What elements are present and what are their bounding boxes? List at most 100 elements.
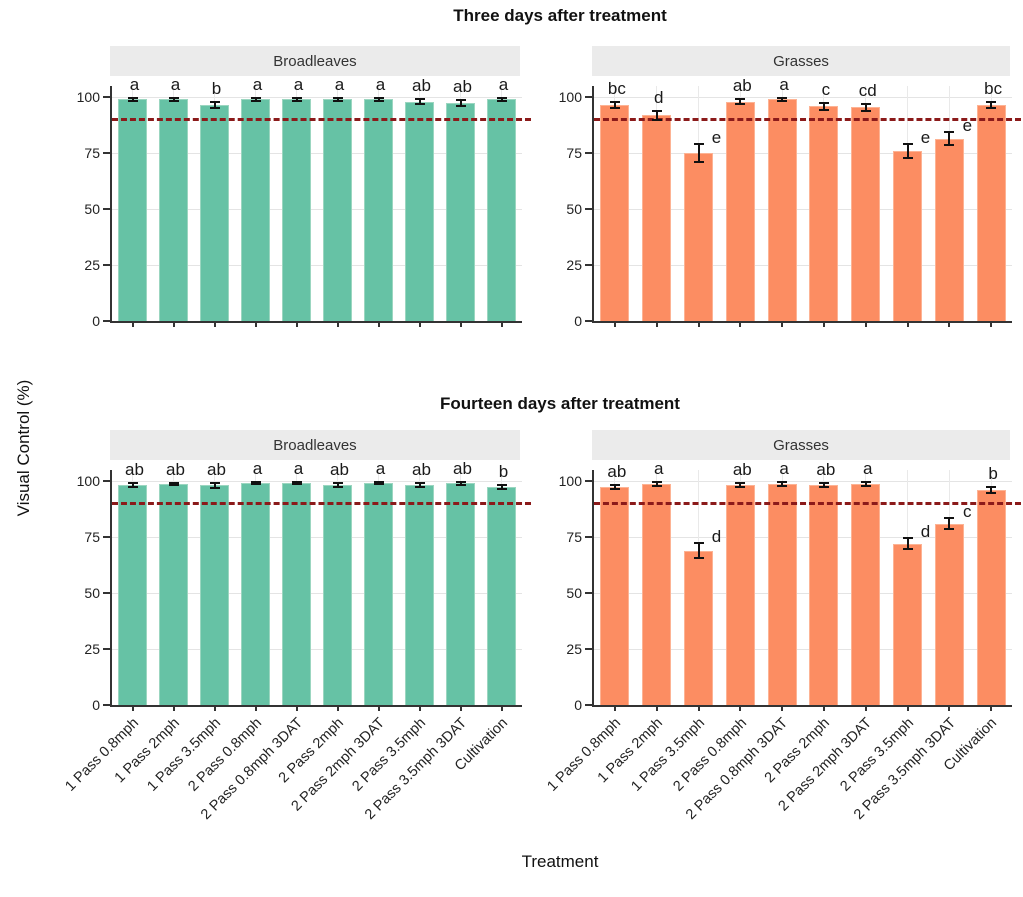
x-axis-tick [254, 321, 257, 327]
grid-line-horizontal [112, 536, 522, 538]
significance-letter: ab [166, 459, 185, 479]
error-bar-cap [209, 482, 220, 485]
x-axis-tick [500, 705, 503, 711]
error-bar-cap [414, 97, 425, 100]
error-bar-cap [455, 480, 466, 483]
error-bar [906, 538, 909, 550]
bar [934, 138, 964, 321]
x-axis-tick [948, 705, 951, 711]
error-bar-cap [609, 107, 620, 110]
y-tick-label: 100 [76, 89, 100, 106]
error-bar-cap [250, 96, 261, 99]
bar [976, 490, 1006, 705]
error-bar-cap [373, 481, 384, 484]
y-axis-tick [103, 152, 110, 155]
y-axis-tick [103, 264, 110, 267]
x-tick-label: 2 Pass 0.8mph [185, 715, 265, 795]
y-tick-label: 0 [92, 697, 100, 713]
y-tick-label: 25 [84, 641, 100, 658]
significance-letter: ab [732, 459, 752, 479]
grid-line-horizontal [594, 96, 1012, 98]
grid-line-horizontal [594, 264, 1012, 266]
error-bar [172, 482, 175, 486]
plot-panel: 0 25 50 75 100 ab 1 Pass 0.8mph a 1 Pass 2mph d 1 … [545, 459, 1021, 823]
bar [364, 483, 393, 705]
bar [851, 484, 881, 705]
error-bar-cap [818, 486, 829, 489]
x-tick-label: 1 Pass 3.5mph [144, 715, 224, 795]
x-axis-tick [377, 705, 380, 711]
error-bar [739, 99, 742, 105]
grid-line-horizontal [112, 208, 522, 210]
error-bar [213, 483, 216, 488]
y-tick-label: 75 [84, 145, 100, 162]
bar [446, 102, 475, 321]
error-bar [822, 102, 825, 110]
y-tick-label: 100 [558, 473, 582, 490]
x-axis-tick [131, 321, 134, 327]
grid-line-horizontal [112, 592, 522, 594]
x-axis-tick [990, 705, 993, 711]
error-bar-cap [944, 144, 955, 147]
bar [241, 99, 270, 321]
bar [364, 99, 393, 321]
y-axis-tick [585, 264, 592, 267]
error-bar-cap [693, 143, 704, 146]
bar [893, 543, 922, 705]
y-tick-label: 100 [76, 473, 100, 490]
bar [405, 484, 434, 705]
significance-letter: d [711, 526, 722, 546]
x-axis-tick [213, 705, 216, 711]
grid-line-horizontal [112, 264, 522, 266]
grid-line-horizontal [112, 152, 522, 154]
error-bar-cap [250, 100, 261, 102]
error-bar-cap [209, 107, 220, 110]
grid-line-horizontal [112, 480, 522, 482]
error-bar [418, 99, 421, 105]
x-axis-tick [697, 321, 700, 327]
significance-letter: e [920, 127, 931, 147]
bar [600, 105, 630, 321]
significance-letter: a [653, 459, 664, 479]
bar [893, 150, 922, 321]
significance-letter: a [779, 459, 789, 479]
error-bar-cap [127, 100, 138, 102]
error-bar-cap [651, 118, 662, 121]
y-axis-tick [585, 648, 592, 651]
significance-letter: a [862, 459, 873, 479]
significance-letter: bc [984, 79, 1003, 99]
error-bar-cap [332, 485, 343, 488]
significance-letter: d [653, 87, 664, 107]
error-bar-cap [902, 142, 913, 145]
error-bar [906, 143, 909, 159]
y-axis-tick [585, 96, 592, 99]
error-bar-cap [168, 481, 179, 484]
error-bar-cap [127, 96, 138, 99]
error-bar-cap [250, 483, 261, 486]
x-axis-tick [655, 705, 658, 711]
error-bar-cap [496, 484, 507, 486]
error-bar-cap [414, 103, 425, 106]
bar [809, 106, 839, 321]
error-bar-cap [651, 484, 662, 487]
error-bar-cap [944, 130, 955, 133]
significance-letter: ab [816, 459, 836, 479]
significance-letter: b [988, 464, 998, 484]
bar [851, 107, 881, 321]
error-bar [377, 482, 380, 485]
significance-letter: ab [125, 460, 144, 480]
x-axis-tick [336, 705, 339, 711]
error-bar [990, 487, 993, 494]
bar [642, 483, 672, 705]
bar [725, 101, 755, 321]
y-axis-tick [103, 592, 110, 595]
error-bar-cap [860, 102, 871, 105]
y-tick-label: 0 [574, 697, 582, 713]
bar [767, 99, 797, 321]
error-bar [295, 482, 298, 485]
x-axis-tick [172, 705, 175, 711]
y-axis-tick [103, 208, 110, 211]
error-bar-cap [902, 157, 913, 160]
bar [405, 101, 434, 321]
y-axis-tick [585, 320, 592, 322]
